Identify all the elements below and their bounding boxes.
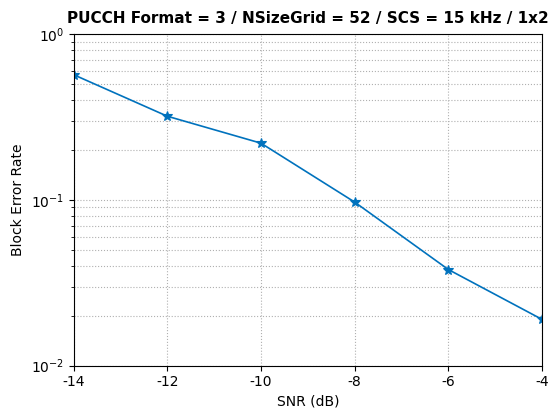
X-axis label: SNR (dB): SNR (dB) xyxy=(277,395,339,409)
Title: PUCCH Format = 3 / NSizeGrid = 52 / SCS = 15 kHz / 1x2: PUCCH Format = 3 / NSizeGrid = 52 / SCS … xyxy=(67,11,549,26)
Y-axis label: Block Error Rate: Block Error Rate xyxy=(11,144,25,256)
